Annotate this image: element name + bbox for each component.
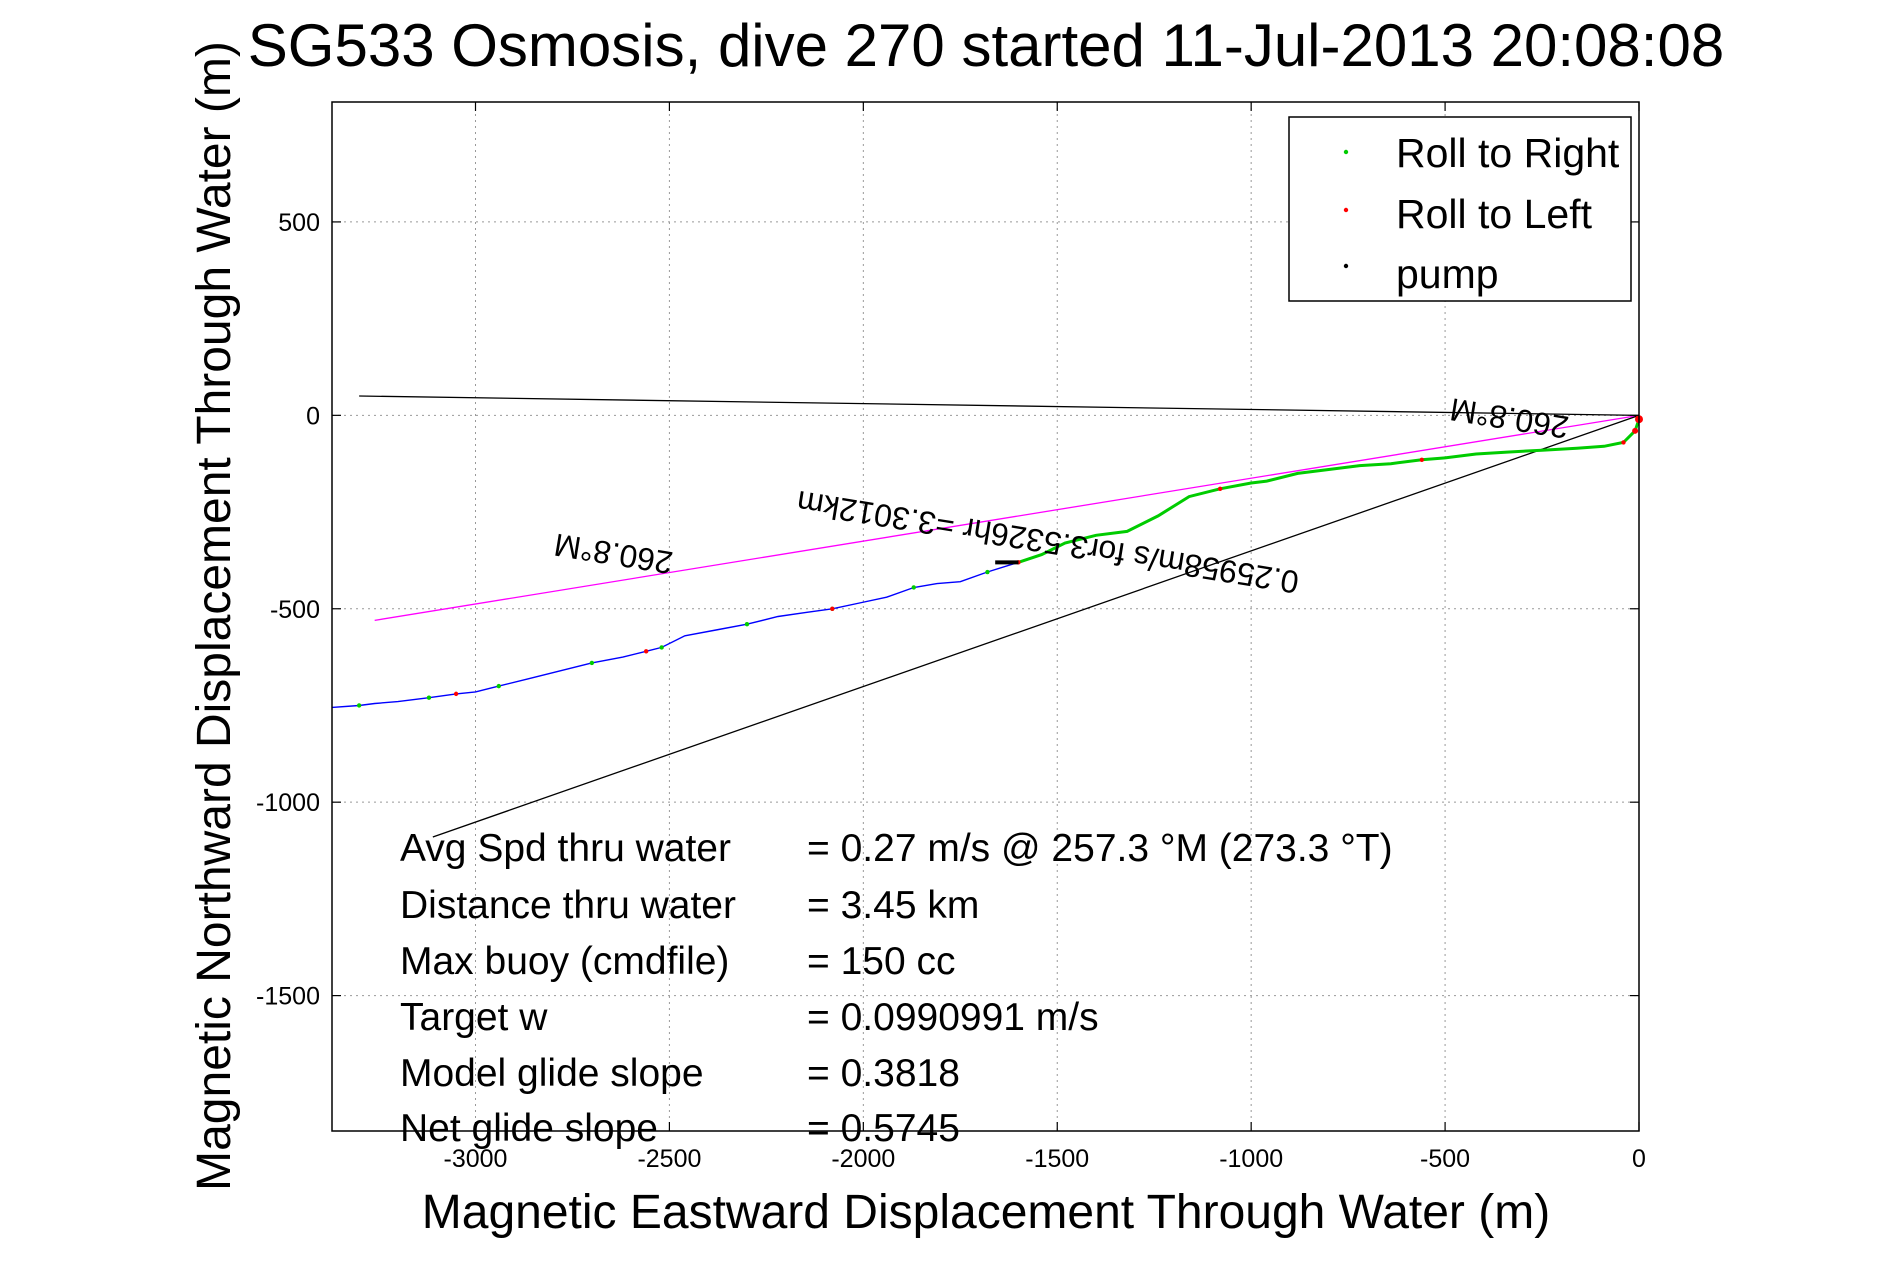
x-tick-label: -2500 bbox=[637, 1145, 701, 1173]
roll-right-marker bbox=[589, 660, 595, 666]
roll-right-marker bbox=[659, 645, 664, 650]
x-tick-label: 0 bbox=[1632, 1145, 1646, 1173]
roll-right-marker bbox=[911, 585, 916, 590]
legend-marker-roll-left bbox=[1343, 207, 1349, 213]
dive-track bbox=[331, 415, 1643, 709]
stat-value-net-glide: = 0.5745 bbox=[807, 1107, 960, 1150]
roll-right-marker bbox=[985, 569, 990, 575]
stat-label-max-buoy: Max buoy (cmdfile) bbox=[400, 940, 729, 983]
roll-right-marker bbox=[744, 622, 750, 627]
roll-left-marker bbox=[1419, 457, 1425, 463]
y-axis-label: Magnetic Northward Displacement Through … bbox=[188, 41, 241, 1191]
heading-line bbox=[374, 414, 1640, 622]
stat-label-distance: Distance thru water bbox=[400, 884, 736, 927]
legend-label-roll-right: Roll to Right bbox=[1396, 130, 1620, 176]
legend-label-pump: pump bbox=[1396, 251, 1499, 297]
plot-frame bbox=[331, 101, 1640, 1132]
roll-right-marker bbox=[496, 683, 501, 689]
roll-left-marker bbox=[1217, 486, 1223, 492]
roll-left-marker bbox=[1621, 440, 1626, 445]
roll-left-marker bbox=[643, 649, 649, 654]
stat-label-net-glide: Net glide slope bbox=[400, 1107, 658, 1150]
x-tick-label: -500 bbox=[1420, 1145, 1470, 1173]
x-axis-label: Magnetic Eastward Displacement Through W… bbox=[422, 1186, 1550, 1239]
stat-value-avg-speed: = 0.27 m/s @ 257.3 °M (273.3 °T) bbox=[807, 827, 1393, 870]
x-tick-label: -2000 bbox=[831, 1145, 895, 1173]
stat-value-max-buoy: = 150 cc bbox=[807, 940, 956, 983]
stat-value-model-glide: = 0.3818 bbox=[807, 1052, 960, 1095]
legend-marker-pump bbox=[1343, 263, 1349, 269]
legend: Roll to Right Roll to Left pump bbox=[1288, 116, 1632, 302]
stat-value-target-w: = 0.0990991 m/s bbox=[807, 996, 1099, 1039]
stat-label-target-w: Target w bbox=[400, 996, 548, 1039]
legend-label-roll-left: Roll to Left bbox=[1396, 191, 1593, 237]
reference-lines bbox=[359, 395, 1640, 838]
chart-title: SG533 Osmosis, dive 270 started 11-Jul-2… bbox=[248, 12, 1724, 79]
x-tick-label: -1000 bbox=[1219, 1145, 1283, 1173]
legend-marker-roll-right bbox=[1343, 149, 1349, 155]
roll-left-marker bbox=[453, 691, 459, 697]
roll-right-segment bbox=[1018, 418, 1641, 564]
y-tick-label: 500 bbox=[278, 209, 320, 237]
stat-value-distance: = 3.45 km bbox=[807, 884, 979, 927]
bearing-line bbox=[359, 395, 1640, 416]
axis-ticks: -3000 -2500 -2000 -1500 -1000 -500 0 500 0 -500 -1… bbox=[256, 102, 1646, 1173]
y-tick-label: -1000 bbox=[256, 789, 320, 817]
stats-block: Avg Spd thru water = 0.27 m/s @ 257.3 °M… bbox=[400, 827, 1393, 1150]
roll-left-marker bbox=[830, 606, 835, 611]
roll-right-marker bbox=[426, 695, 432, 700]
y-tick-label: 0 bbox=[306, 402, 320, 430]
bearing-line bbox=[432, 414, 1640, 838]
stat-label-model-glide: Model glide slope bbox=[400, 1052, 704, 1095]
grid bbox=[332, 102, 1640, 1131]
roll-right-marker bbox=[356, 703, 362, 708]
stat-label-avg-speed: Avg Spd thru water bbox=[400, 827, 731, 870]
y-tick-label: -500 bbox=[270, 596, 320, 624]
y-tick-label: -1500 bbox=[256, 983, 320, 1011]
x-tick-label: -1500 bbox=[1025, 1145, 1089, 1173]
roll-left-marker bbox=[1632, 427, 1639, 434]
x-tick-label: -3000 bbox=[444, 1145, 508, 1173]
